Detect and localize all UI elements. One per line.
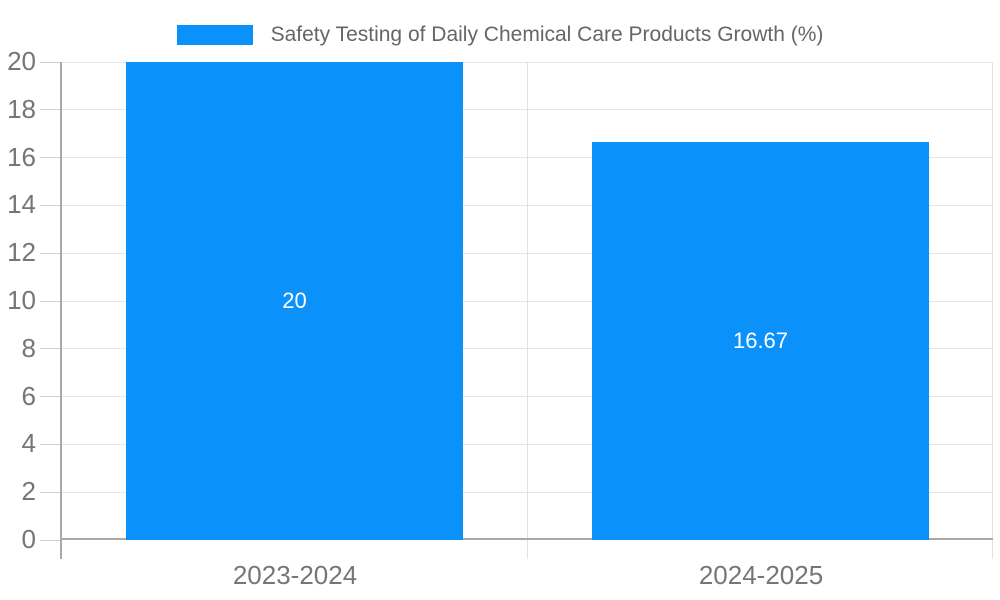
y-axis-label: 20 [7, 45, 36, 76]
y-axis-tick [40, 157, 60, 159]
x-axis-label: 2024-2025 [698, 560, 824, 590]
y-axis-tick [40, 61, 60, 63]
bar-data-label: 20 [282, 288, 307, 313]
y-axis-tick [40, 348, 60, 350]
plot-area: 0 2 4 6 8 10 12 14 16 18 20 20 16.67 2023-2024 2024-20… [7, 46, 993, 590]
y-axis-label: 6 [21, 380, 36, 411]
bar-2023-2024: 20 [126, 62, 463, 540]
y-axis-tick [40, 300, 60, 302]
y-axis-label: 12 [7, 237, 36, 268]
x-axis-line [60, 538, 993, 540]
bar-data-label: 16.67 [732, 328, 789, 353]
y-axis-tick [40, 252, 60, 254]
y-axis-tick [40, 491, 60, 493]
category-boundary-line [992, 62, 993, 559]
category-boundary-line [527, 62, 528, 559]
y-axis-label: 2 [21, 476, 36, 507]
chart-legend: Safety Testing of Daily Chemical Care Pr… [0, 23, 1000, 47]
y-axis-label: 4 [21, 428, 36, 459]
legend-label: Safety Testing of Daily Chemical Care Pr… [270, 23, 824, 46]
y-axis-tick [40, 443, 60, 445]
legend-item[interactable]: Safety Testing of Daily Chemical Care Pr… [176, 23, 824, 47]
legend-swatch [176, 25, 253, 45]
y-axis-label: 14 [7, 189, 36, 220]
y-axis-label: 16 [7, 141, 36, 172]
y-axis-line [60, 62, 62, 559]
y-axis-label: 0 [21, 523, 36, 554]
y-axis-label: 8 [21, 332, 36, 363]
y-axis-tick [40, 396, 60, 398]
x-axis-label: 2023-2024 [232, 560, 358, 590]
y-axis-tick [40, 204, 60, 206]
y-axis-label: 18 [7, 93, 36, 124]
y-axis-tick [40, 539, 60, 541]
y-axis-label: 10 [7, 284, 36, 315]
y-axis-tick [40, 109, 60, 111]
bar-2024-2025: 16.67 [592, 142, 929, 540]
